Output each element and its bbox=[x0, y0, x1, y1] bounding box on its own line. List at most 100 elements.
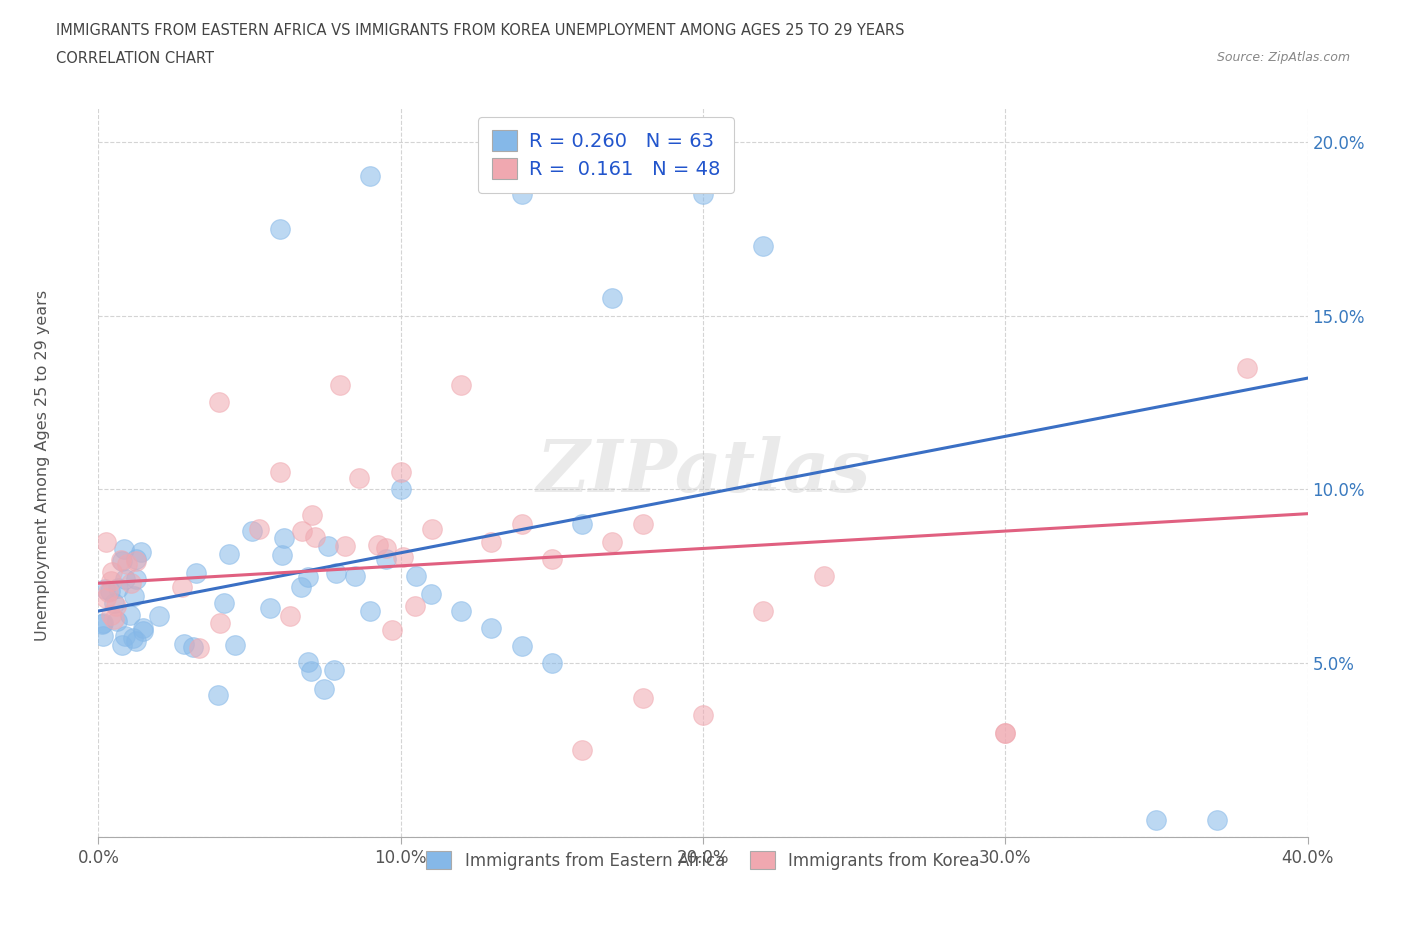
Point bbox=[291, 524, 314, 538]
Point bbox=[344, 569, 367, 584]
Point bbox=[290, 579, 312, 594]
Point bbox=[91, 616, 114, 631]
Point bbox=[297, 655, 319, 670]
Point bbox=[214, 595, 236, 610]
Point bbox=[110, 552, 132, 567]
Point bbox=[208, 395, 231, 410]
Point bbox=[247, 521, 270, 536]
Text: Unemployment Among Ages 25 to 29 years: Unemployment Among Ages 25 to 29 years bbox=[35, 289, 49, 641]
Point bbox=[450, 378, 472, 392]
Text: ZIPatlas: ZIPatlas bbox=[536, 436, 870, 508]
Point bbox=[381, 622, 404, 637]
Point bbox=[481, 534, 503, 549]
Point bbox=[129, 545, 152, 560]
Text: Source: ZipAtlas.com: Source: ZipAtlas.com bbox=[1216, 51, 1350, 64]
Point bbox=[325, 565, 347, 580]
Point bbox=[224, 638, 246, 653]
Point bbox=[323, 663, 346, 678]
Point bbox=[813, 569, 835, 584]
Point bbox=[752, 604, 775, 618]
Point bbox=[111, 638, 134, 653]
Point bbox=[100, 574, 122, 589]
Point bbox=[259, 601, 281, 616]
Point bbox=[148, 609, 170, 624]
Point bbox=[269, 465, 291, 480]
Point bbox=[184, 565, 207, 580]
Point bbox=[105, 599, 128, 614]
Point bbox=[132, 623, 155, 638]
Point bbox=[389, 482, 412, 497]
Point bbox=[329, 378, 352, 392]
Point bbox=[510, 638, 533, 653]
Point bbox=[103, 595, 125, 610]
Point bbox=[107, 580, 129, 595]
Point bbox=[273, 531, 295, 546]
Point bbox=[510, 517, 533, 532]
Point bbox=[100, 584, 122, 599]
Point bbox=[107, 614, 129, 629]
Point bbox=[97, 585, 120, 600]
Point bbox=[510, 186, 533, 201]
Point bbox=[299, 664, 322, 679]
Point bbox=[571, 743, 593, 758]
Point bbox=[111, 553, 134, 568]
Text: CORRELATION CHART: CORRELATION CHART bbox=[56, 51, 214, 66]
Point bbox=[994, 725, 1017, 740]
Point bbox=[125, 634, 148, 649]
Point bbox=[94, 535, 117, 550]
Point bbox=[120, 576, 142, 591]
Point bbox=[602, 534, 624, 549]
Point bbox=[391, 550, 413, 565]
Point bbox=[405, 569, 427, 584]
Point bbox=[218, 547, 240, 562]
Point bbox=[114, 629, 136, 644]
Point bbox=[118, 608, 141, 623]
Point bbox=[571, 169, 593, 184]
Point bbox=[389, 465, 412, 480]
Point bbox=[602, 291, 624, 306]
Point bbox=[112, 541, 135, 556]
Point bbox=[100, 607, 122, 622]
Point bbox=[208, 616, 231, 631]
Point bbox=[183, 640, 205, 655]
Point bbox=[1144, 812, 1167, 827]
Point bbox=[125, 552, 148, 567]
Point bbox=[994, 725, 1017, 740]
Point bbox=[114, 572, 136, 587]
Point bbox=[131, 621, 153, 636]
Point bbox=[1206, 812, 1229, 827]
Point bbox=[94, 582, 117, 597]
Legend: Immigrants from Eastern Africa, Immigrants from Korea: Immigrants from Eastern Africa, Immigran… bbox=[416, 841, 990, 880]
Point bbox=[374, 551, 396, 566]
Point bbox=[103, 612, 125, 627]
Point bbox=[404, 599, 426, 614]
Point bbox=[269, 221, 291, 236]
Point bbox=[420, 586, 443, 601]
Point bbox=[692, 708, 714, 723]
Point bbox=[207, 688, 229, 703]
Point bbox=[360, 169, 382, 184]
Point bbox=[122, 589, 145, 604]
Point bbox=[124, 571, 146, 586]
Text: IMMIGRANTS FROM EASTERN AFRICA VS IMMIGRANTS FROM KOREA UNEMPLOYMENT AMONG AGES : IMMIGRANTS FROM EASTERN AFRICA VS IMMIGR… bbox=[56, 23, 904, 38]
Point bbox=[304, 530, 326, 545]
Point bbox=[571, 517, 593, 532]
Point bbox=[375, 541, 398, 556]
Point bbox=[631, 517, 654, 532]
Point bbox=[450, 604, 472, 618]
Point bbox=[318, 538, 340, 553]
Point bbox=[367, 538, 389, 552]
Point bbox=[692, 186, 714, 201]
Point bbox=[100, 565, 122, 579]
Point bbox=[1236, 360, 1258, 375]
Point bbox=[312, 682, 335, 697]
Point bbox=[240, 524, 263, 538]
Point bbox=[347, 471, 370, 485]
Point bbox=[122, 631, 145, 645]
Point bbox=[301, 507, 323, 522]
Point bbox=[90, 617, 112, 631]
Point bbox=[278, 608, 301, 623]
Point bbox=[93, 629, 115, 644]
Point bbox=[631, 690, 654, 705]
Point bbox=[188, 641, 211, 656]
